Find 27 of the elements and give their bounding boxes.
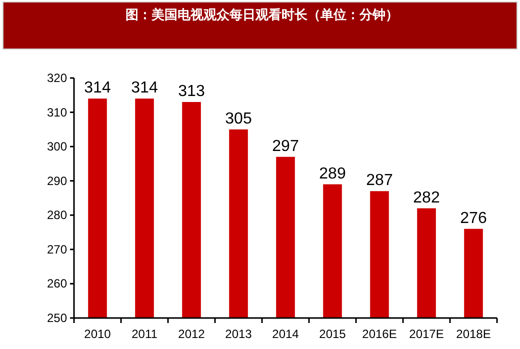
x-tick-label: 2016E	[362, 327, 397, 341]
data-label: 282	[413, 189, 440, 206]
data-label: 289	[319, 165, 346, 182]
x-tick-label: 2013	[225, 327, 252, 341]
y-tick-label: 320	[46, 71, 68, 85]
x-tick-label: 2012	[178, 327, 206, 341]
data-label: 314	[84, 80, 111, 97]
data-label: 297	[272, 138, 299, 155]
y-tick-label: 280	[46, 208, 68, 222]
x-tick-label: 2014	[272, 327, 300, 341]
y-tick-label: 270	[46, 242, 68, 256]
data-label: 314	[131, 80, 158, 97]
x-tick-label: 2010	[84, 327, 112, 341]
y-tick-label: 250	[46, 311, 68, 325]
x-tick-label: 2018E	[456, 327, 491, 341]
x-tick-label: 2011	[132, 327, 158, 341]
x-tick-label: 2017E	[409, 327, 444, 341]
chart-title: 图：美国电视观众每日观看时长（单位：分钟）	[126, 7, 398, 22]
y-tick-label: 260	[46, 276, 68, 291]
data-label: 276	[460, 210, 487, 227]
data-label: 287	[366, 172, 393, 190]
y-tick-label: 300	[46, 140, 68, 154]
x-tick-label: 2015	[319, 327, 346, 341]
y-tick-label: 310	[46, 105, 68, 120]
data-label: 305	[225, 110, 252, 128]
y-tick-label: 290	[46, 174, 68, 188]
data-label: 313	[178, 83, 205, 100]
